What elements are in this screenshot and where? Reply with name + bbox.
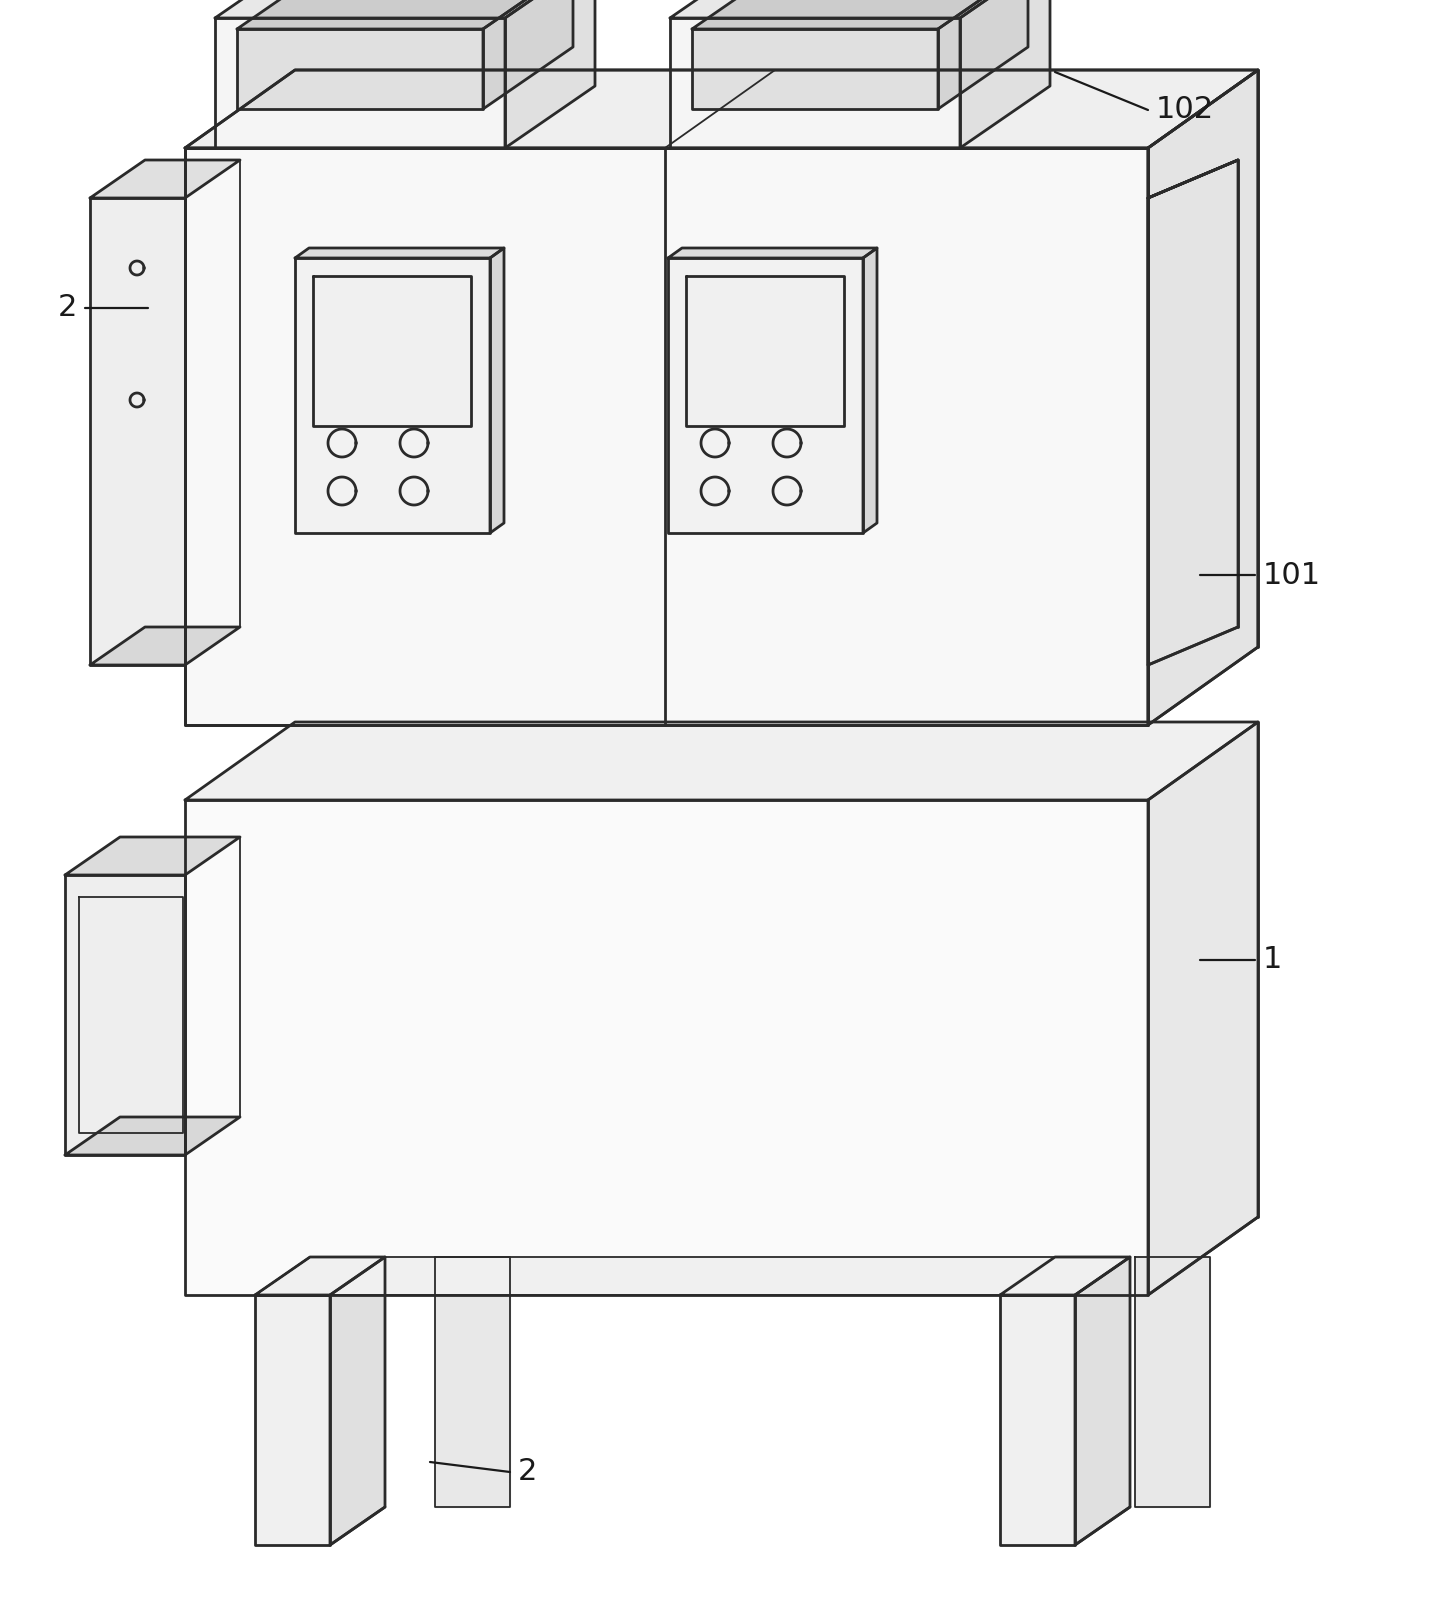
Text: 1: 1 bbox=[1262, 945, 1283, 974]
Polygon shape bbox=[329, 1257, 385, 1544]
Polygon shape bbox=[686, 276, 844, 426]
Polygon shape bbox=[1148, 161, 1238, 665]
Polygon shape bbox=[215, 0, 595, 18]
Polygon shape bbox=[1148, 71, 1258, 725]
Polygon shape bbox=[295, 247, 503, 259]
Polygon shape bbox=[1148, 722, 1258, 1295]
Polygon shape bbox=[184, 800, 1148, 1295]
Polygon shape bbox=[237, 29, 483, 109]
Polygon shape bbox=[961, 0, 1051, 148]
Polygon shape bbox=[90, 198, 184, 665]
Polygon shape bbox=[65, 837, 239, 874]
Polygon shape bbox=[1148, 161, 1238, 198]
Polygon shape bbox=[90, 627, 239, 665]
Polygon shape bbox=[863, 247, 876, 534]
Polygon shape bbox=[505, 0, 595, 148]
Text: 2: 2 bbox=[58, 294, 77, 323]
Polygon shape bbox=[184, 71, 1258, 148]
Polygon shape bbox=[1000, 1295, 1075, 1544]
Polygon shape bbox=[237, 0, 573, 29]
Polygon shape bbox=[670, 18, 961, 148]
Polygon shape bbox=[667, 247, 876, 259]
Polygon shape bbox=[490, 247, 503, 534]
Polygon shape bbox=[1135, 1257, 1210, 1507]
Polygon shape bbox=[937, 0, 1027, 109]
Polygon shape bbox=[65, 874, 184, 1155]
Polygon shape bbox=[435, 1257, 509, 1507]
Polygon shape bbox=[483, 0, 573, 109]
Polygon shape bbox=[184, 148, 1148, 725]
Text: 2: 2 bbox=[518, 1458, 537, 1486]
Polygon shape bbox=[692, 0, 1027, 29]
Polygon shape bbox=[313, 276, 472, 426]
Polygon shape bbox=[215, 18, 505, 148]
Polygon shape bbox=[692, 29, 937, 109]
Polygon shape bbox=[90, 161, 239, 198]
Polygon shape bbox=[255, 1257, 385, 1295]
Polygon shape bbox=[184, 722, 1258, 800]
Polygon shape bbox=[65, 1117, 239, 1155]
Polygon shape bbox=[255, 1295, 329, 1544]
Polygon shape bbox=[1000, 1257, 1130, 1295]
Text: 102: 102 bbox=[1156, 95, 1214, 124]
Polygon shape bbox=[667, 259, 863, 534]
Polygon shape bbox=[1075, 1257, 1130, 1544]
Polygon shape bbox=[670, 0, 1051, 18]
Polygon shape bbox=[255, 1257, 1130, 1295]
Polygon shape bbox=[295, 259, 490, 534]
Text: 101: 101 bbox=[1262, 561, 1320, 590]
